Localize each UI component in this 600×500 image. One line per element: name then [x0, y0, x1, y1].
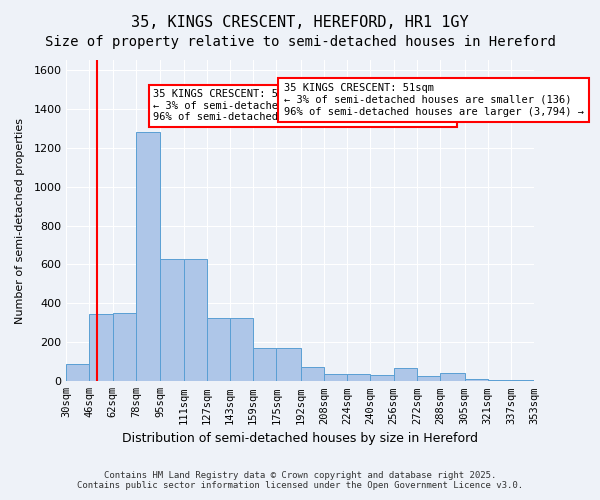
- Bar: [301, 366, 324, 382]
- Text: 35 KINGS CRESCENT: 51sqm
← 3% of semi-detached houses are smaller (136)
96% of s: 35 KINGS CRESCENT: 51sqm ← 3% of semi-de…: [284, 84, 584, 116]
- Bar: [464, 380, 488, 382]
- Bar: [207, 318, 230, 382]
- Bar: [347, 374, 370, 382]
- Bar: [89, 314, 113, 382]
- Bar: [113, 313, 136, 382]
- Text: 35 KINGS CRESCENT: 51sqm
← 3% of semi-detached houses are smaller (136)
96% of s: 35 KINGS CRESCENT: 51sqm ← 3% of semi-de…: [153, 89, 453, 122]
- Bar: [253, 348, 276, 382]
- Bar: [230, 318, 253, 382]
- Text: Size of property relative to semi-detached houses in Hereford: Size of property relative to semi-detach…: [44, 35, 556, 49]
- Bar: [136, 132, 160, 382]
- Bar: [440, 372, 464, 382]
- Bar: [276, 348, 301, 382]
- Bar: [184, 258, 207, 382]
- Bar: [394, 368, 417, 382]
- Text: 35, KINGS CRESCENT, HEREFORD, HR1 1GY: 35, KINGS CRESCENT, HEREFORD, HR1 1GY: [131, 15, 469, 30]
- Text: Contains HM Land Registry data © Crown copyright and database right 2025.
Contai: Contains HM Land Registry data © Crown c…: [77, 470, 523, 490]
- X-axis label: Distribution of semi-detached houses by size in Hereford: Distribution of semi-detached houses by …: [122, 432, 478, 445]
- Y-axis label: Number of semi-detached properties: Number of semi-detached properties: [15, 118, 25, 324]
- Bar: [488, 380, 511, 382]
- Bar: [511, 380, 534, 382]
- Bar: [324, 374, 347, 382]
- Bar: [417, 376, 440, 382]
- Bar: [160, 258, 184, 382]
- Bar: [67, 364, 89, 382]
- Bar: [370, 376, 394, 382]
